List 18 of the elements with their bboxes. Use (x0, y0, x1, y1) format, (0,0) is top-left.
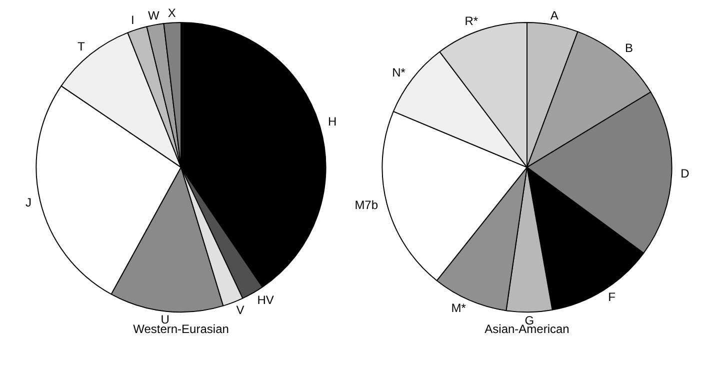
slice-label: X (168, 6, 176, 20)
slice-label: R* (464, 14, 478, 28)
slice-label: D (680, 166, 690, 180)
slice-label: V (236, 303, 244, 318)
slice-label: A (550, 8, 558, 22)
slice-label: M7b (354, 198, 378, 212)
slice-label: T (77, 40, 86, 54)
slice-label: M* (451, 300, 466, 315)
slice-label: G (524, 313, 534, 328)
slice-label: W (148, 8, 160, 22)
slice-label: HV (257, 293, 274, 308)
slice-label: N* (392, 65, 406, 80)
slice-label: J (25, 196, 32, 210)
slice-label: H (328, 114, 337, 128)
slice-label: F (608, 290, 616, 304)
slice-label: U (160, 312, 170, 327)
slice-label: I (131, 13, 134, 28)
slice-label: B (625, 41, 634, 56)
